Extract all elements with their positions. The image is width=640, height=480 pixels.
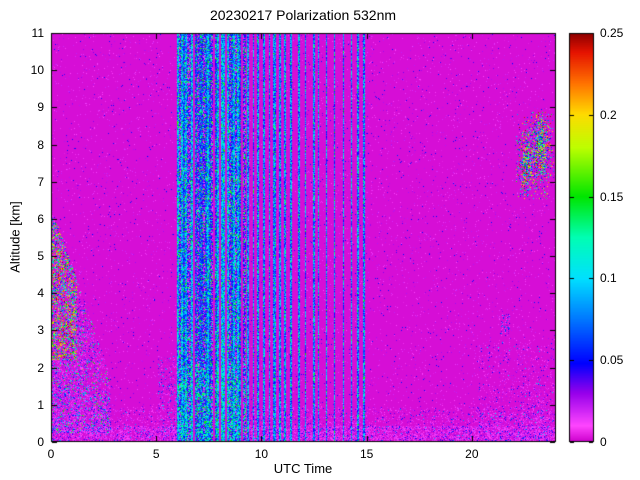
- y-axis-label: Altitude [km]: [7, 201, 23, 273]
- y-tick-label-0: 0: [37, 435, 44, 449]
- y-tick-label-8: 8: [37, 137, 44, 152]
- y-tick-label-6: 6: [37, 211, 44, 226]
- colorbar-tick-label-0.05: 0.05: [600, 353, 624, 368]
- y-tick-label-2: 2: [37, 360, 44, 375]
- x-tick-label-15: 15: [359, 447, 374, 461]
- colorbar-tick-label-0.15: 0.15: [600, 189, 624, 204]
- colorbar-tick-label-0.25: 0.25: [600, 26, 624, 40]
- y-tick-label-10: 10: [30, 63, 44, 78]
- x-tick-label-5: 5: [152, 447, 160, 461]
- x-tick-label-10: 10: [254, 447, 269, 461]
- colorbar-tick-label-0.1: 0.1: [600, 271, 617, 286]
- x-tick-label-0: 0: [47, 447, 55, 461]
- y-tick-label-5: 5: [37, 249, 44, 264]
- chart-title: 20230217 Polarization 532nm: [209, 7, 397, 23]
- y-tick-label-4: 4: [37, 286, 44, 301]
- y-tick-label-11: 11: [31, 26, 44, 40]
- colorbar-tick-label-0: 0: [600, 435, 607, 449]
- y-tick-label-7: 7: [37, 174, 44, 189]
- colorbar-tick-label-0.2: 0.2: [600, 107, 617, 122]
- y-tick-label-1: 1: [37, 397, 44, 412]
- y-tick-label-3: 3: [37, 323, 44, 338]
- y-tick-label-9: 9: [37, 100, 44, 115]
- x-tick-label-20: 20: [465, 447, 479, 461]
- x-axis-label: UTC Time: [273, 461, 333, 476]
